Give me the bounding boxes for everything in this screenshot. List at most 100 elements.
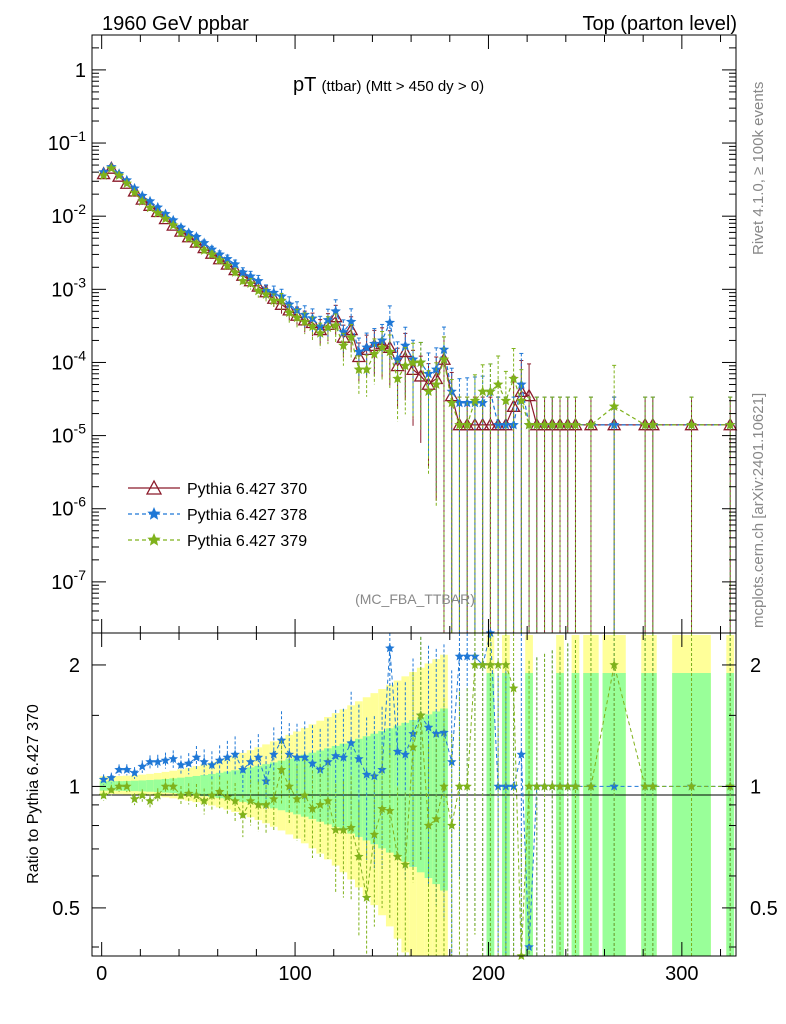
- point-378: [214, 248, 225, 259]
- point-379: [392, 373, 403, 384]
- ratio-point-379: [98, 790, 109, 800]
- ratio-point-378: [462, 651, 472, 661]
- ratio-point-378: [269, 749, 279, 759]
- ratio-point-378: [191, 752, 202, 762]
- point-378: [361, 342, 372, 352]
- x-tick-label: 200: [472, 963, 505, 985]
- point-378: [222, 253, 233, 264]
- point-379: [431, 379, 442, 389]
- ratio-point-379: [300, 790, 310, 800]
- point-378: [608, 419, 620, 430]
- point-378: [400, 340, 411, 351]
- y-tick-label: 10-5: [51, 421, 86, 448]
- point-379: [570, 419, 581, 430]
- ratio-point-378: [183, 758, 194, 768]
- ratio-tick-label: 1: [69, 776, 80, 798]
- ratio-panel: 0.5 0.5 1 1 2 2 Ratio to Pythia 6.427 370: [25, 628, 778, 960]
- ratio-point-379: [137, 790, 147, 800]
- point-370: [398, 344, 413, 358]
- point-379: [152, 207, 163, 218]
- point-378: [152, 201, 163, 212]
- ratio-point-379: [230, 796, 240, 806]
- point-379: [160, 213, 171, 224]
- ratio-point-379: [114, 781, 124, 791]
- point-379: [384, 346, 396, 357]
- point-379: [191, 238, 202, 249]
- ratio-band-green: [571, 673, 580, 956]
- ratio-point-379: [122, 781, 132, 791]
- point-370: [173, 224, 189, 237]
- ratio-band-green: [254, 765, 263, 805]
- point-379: [639, 419, 651, 430]
- ratio-point-379: [454, 781, 465, 791]
- ratio-point-379: [315, 799, 325, 809]
- ratio-point-379: [199, 796, 209, 806]
- ratio-point-378: [137, 761, 147, 771]
- point-379: [315, 327, 326, 338]
- ratio-point-379: [462, 781, 472, 791]
- ratio-point-378: [253, 752, 264, 762]
- ratio-band-green: [215, 772, 224, 799]
- point-379: [539, 419, 550, 430]
- legend-star-378-shape: [147, 507, 161, 520]
- ratio-point-379: [261, 799, 271, 809]
- y-tick-label: 10−1: [48, 128, 86, 155]
- ratio-point-378: [199, 756, 209, 766]
- point-379: [106, 162, 117, 173]
- ratio-point-378: [98, 774, 109, 784]
- point-379: [608, 401, 620, 411]
- ratio-tick-label: 2: [69, 655, 80, 677]
- point-379: [98, 170, 109, 180]
- point-378: [376, 334, 388, 345]
- ratio-point-378: [207, 760, 217, 770]
- point-378: [144, 195, 156, 206]
- point-379: [113, 170, 125, 180]
- y-tick-label: 10-2: [51, 201, 86, 228]
- point-379: [245, 278, 256, 288]
- point-378: [369, 338, 380, 349]
- ratio-frame: [91, 632, 737, 957]
- ratio-point-378: [330, 750, 341, 760]
- ratio-line-1: [103, 632, 731, 948]
- legend-label-378: Pythia 6.427 378: [187, 507, 307, 524]
- point-379: [585, 419, 597, 430]
- ratio-point-378: [145, 756, 155, 766]
- ratio-point-379: [493, 660, 503, 669]
- ratio-point-378: [245, 756, 256, 766]
- point-378: [392, 353, 403, 364]
- ratio-point-378: [377, 764, 387, 774]
- point-379: [469, 395, 481, 406]
- ratio-band-green: [355, 738, 363, 837]
- ratio-point-378: [160, 755, 171, 765]
- ratio-point-379: [563, 781, 573, 791]
- ratio-point-379: [485, 660, 496, 669]
- ratio-point-379: [330, 825, 341, 834]
- ratio-point-379: [222, 792, 233, 802]
- analysis-watermark: (MC_FBA_TTBAR): [355, 591, 475, 607]
- ratio-point-378: [168, 753, 178, 763]
- x-tick-label: 100: [278, 963, 311, 985]
- ratio-tick-label-right: 1: [750, 776, 761, 798]
- ratio-point-379: [408, 742, 418, 752]
- point-379: [276, 295, 287, 306]
- ratio-point-379: [191, 790, 202, 800]
- ratio-point-379: [508, 683, 519, 693]
- point-379: [253, 285, 264, 296]
- point-379: [168, 219, 179, 230]
- ratio-ylabel: Ratio to Pythia 6.427 370: [25, 704, 42, 884]
- ratio-point-378: [238, 764, 248, 774]
- point-378: [345, 316, 357, 327]
- point-379: [500, 395, 512, 406]
- ratio-point-378: [439, 727, 449, 737]
- point-379: [477, 386, 488, 396]
- point-379: [260, 289, 272, 299]
- point-379: [462, 419, 473, 430]
- header-right: Top (parton level): [582, 13, 737, 35]
- ratio-point-379: [183, 788, 194, 798]
- y-tick-label: 10-4: [51, 347, 86, 374]
- ratio-band-green: [153, 779, 162, 793]
- ratio-point-379: [532, 781, 542, 791]
- point-370: [390, 358, 405, 372]
- point-378: [237, 267, 249, 277]
